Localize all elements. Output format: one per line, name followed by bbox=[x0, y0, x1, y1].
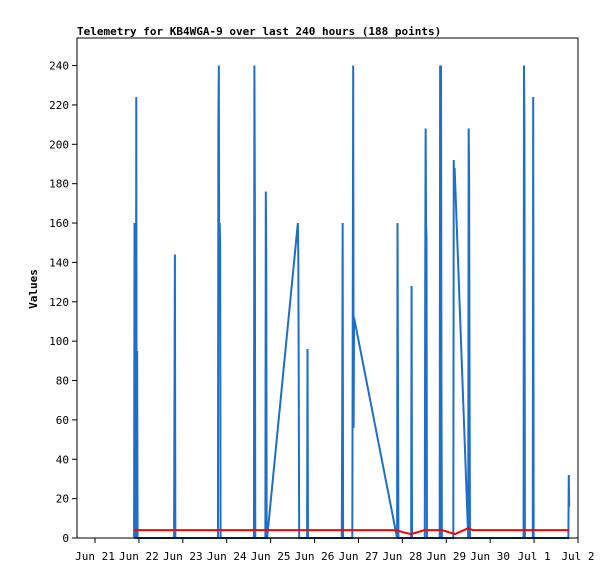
y-tick-label: 180 bbox=[49, 178, 69, 191]
x-tick-label: Jun 26 bbox=[295, 550, 335, 563]
x-tick-label: Jun 21 bbox=[75, 550, 115, 563]
y-tick-label: 200 bbox=[49, 138, 69, 151]
x-tick-label: Jun 30 bbox=[470, 550, 510, 563]
y-tick-label: 0 bbox=[62, 532, 69, 545]
y-tick-label: 80 bbox=[56, 375, 69, 388]
y-tick-label: 220 bbox=[49, 99, 69, 112]
series-layer bbox=[133, 65, 571, 539]
x-tick-label: Jun 27 bbox=[339, 550, 379, 563]
chart-title: Telemetry for KB4WGA-9 over last 240 hou… bbox=[77, 25, 441, 38]
y-tick-label: 100 bbox=[49, 335, 69, 348]
y-tick-label: 240 bbox=[49, 60, 69, 73]
series-line-2 bbox=[134, 527, 570, 536]
y-tick-label: 40 bbox=[56, 453, 69, 466]
x-tick-label: Jun 23 bbox=[163, 550, 203, 563]
y-tick-label: 160 bbox=[49, 217, 69, 230]
x-tick-label: Jul 2 bbox=[561, 550, 594, 563]
x-tick-label: Jun 22 bbox=[119, 550, 159, 563]
x-tick-label: Jul 1 bbox=[518, 550, 551, 563]
y-tick-label: 20 bbox=[56, 493, 69, 506]
y-tick-label: 120 bbox=[49, 296, 69, 309]
x-axis: Jun 21 Jun 22 Jun 23 Jun 24 Jun 25 Jun 26 Jun … bbox=[75, 538, 595, 563]
y-axis: 0 20 40 60 80 100 120 140 160 180 200 220 240 bbox=[49, 60, 77, 545]
y-tick-label: 60 bbox=[56, 414, 69, 427]
x-tick-label: Jun 25 bbox=[251, 550, 291, 563]
x-tick-label: Jun 28 bbox=[382, 550, 422, 563]
x-tick-label: Jun 29 bbox=[426, 550, 466, 563]
series-line-1 bbox=[133, 65, 571, 539]
y-axis-label: Values bbox=[27, 269, 40, 309]
x-tick-label: Jun 24 bbox=[207, 550, 247, 563]
y-tick-label: 140 bbox=[49, 256, 69, 269]
